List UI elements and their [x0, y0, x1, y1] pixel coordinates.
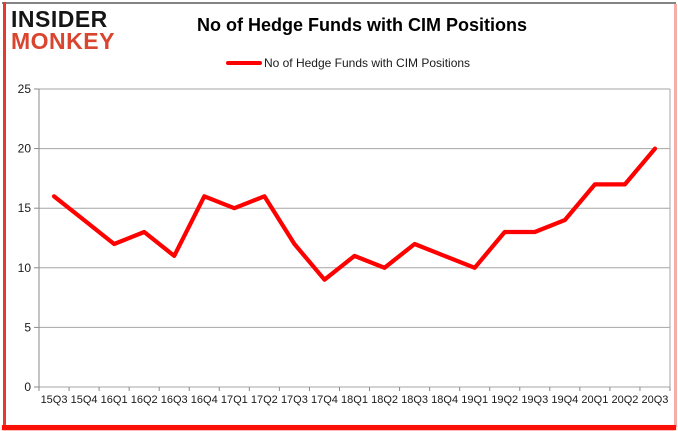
svg-text:20: 20 [18, 142, 32, 156]
svg-text:18Q2: 18Q2 [371, 394, 398, 406]
logo-line2: MONKEY [11, 28, 115, 54]
svg-text:18Q1: 18Q1 [341, 394, 368, 406]
svg-text:0: 0 [24, 380, 31, 394]
svg-text:18Q3: 18Q3 [401, 394, 428, 406]
svg-text:19Q4: 19Q4 [551, 394, 578, 406]
svg-text:16Q1: 16Q1 [101, 394, 128, 406]
svg-text:16Q3: 16Q3 [161, 394, 188, 406]
frame-border-bottom [2, 425, 676, 430]
chart-title: No of Hedge Funds with CIM Positions [197, 15, 527, 35]
chart-legend: No of Hedge Funds with CIM Positions [0, 56, 678, 70]
svg-text:17Q1: 17Q1 [221, 394, 248, 406]
svg-text:19Q1: 19Q1 [461, 394, 488, 406]
insider-monkey-logo: INSIDER MONKEY [11, 6, 115, 54]
svg-text:18Q4: 18Q4 [431, 394, 458, 406]
svg-text:10: 10 [18, 261, 32, 275]
svg-text:17Q4: 17Q4 [311, 394, 338, 406]
svg-text:19Q2: 19Q2 [491, 394, 518, 406]
frame-border-top [2, 2, 676, 4]
logo-line1: INSIDER [11, 6, 108, 32]
legend-line-swatch [225, 61, 262, 65]
svg-text:17Q2: 17Q2 [251, 394, 278, 406]
frame-border-right [674, 4, 677, 427]
svg-text:15Q3: 15Q3 [41, 394, 68, 406]
svg-text:19Q3: 19Q3 [521, 394, 548, 406]
svg-text:15: 15 [18, 201, 32, 215]
frame-border-left [3, 2, 6, 427]
svg-text:20Q3: 20Q3 [642, 394, 669, 406]
legend-label: No of Hedge Funds with CIM Positions [263, 56, 471, 70]
svg-text:17Q3: 17Q3 [281, 394, 308, 406]
svg-text:20Q1: 20Q1 [581, 394, 608, 406]
svg-text:25: 25 [18, 82, 32, 96]
svg-text:16Q4: 16Q4 [191, 394, 218, 406]
svg-text:16Q2: 16Q2 [131, 394, 158, 406]
svg-text:15Q4: 15Q4 [71, 394, 98, 406]
svg-text:20Q2: 20Q2 [611, 394, 638, 406]
svg-text:5: 5 [24, 320, 31, 334]
